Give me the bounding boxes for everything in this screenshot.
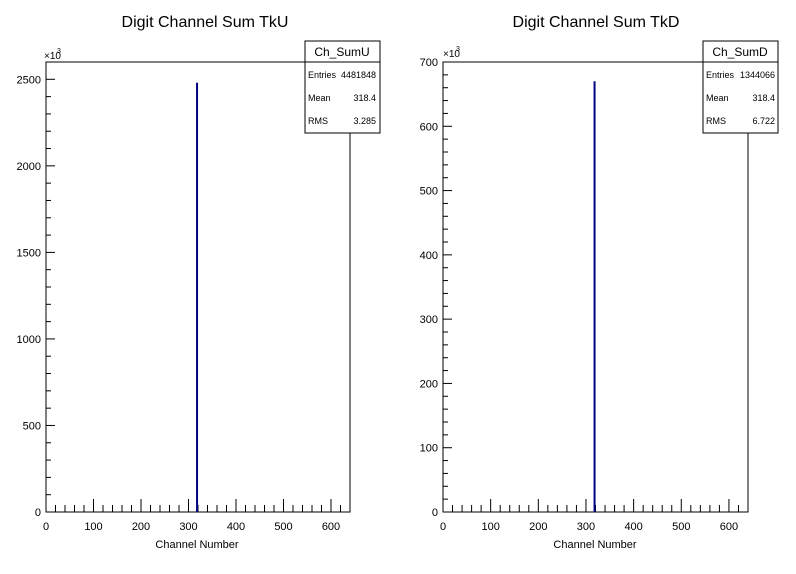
x-tick-label: 400 [227,521,245,533]
stats-entries-value: 1344066 [740,70,775,80]
stats-mean-value: 318.4 [353,93,376,103]
multiplier-power: 3 [57,48,61,55]
stats-mean-value: 318.4 [752,93,775,103]
multiplier-power: 3 [456,46,460,53]
y-tick-label: 2000 [17,161,41,173]
x-tick-label: 400 [624,521,642,533]
y-axis-multiplier: ×10 3 [44,48,61,62]
y-axis-multiplier: ×10 3 [443,46,460,60]
y-axis: 0 100 200 300 400 500 600 700 [420,57,452,519]
y-axis: 0 500 1000 1500 2000 2500 [17,61,55,519]
stats-box-frame [304,40,381,134]
y-tick-label: 0 [432,507,438,519]
y-tick-label: 100 [420,443,438,455]
x-tick-label: 500 [274,521,292,533]
x-tick-label: 0 [43,521,49,533]
stats-mean-label: Mean [706,93,729,103]
x-tick-label: 600 [720,521,738,533]
y-tick-label: 0 [35,507,41,519]
y-tick-label: 500 [420,186,438,198]
y-tick-label: 300 [420,314,438,326]
y-tick-label: 200 [420,378,438,390]
multiplier-base: ×10 [443,49,460,60]
y-tick-label: 400 [420,250,438,262]
multiplier-base: ×10 [44,51,61,62]
y-tick-label: 2500 [17,74,41,86]
stats-mean-label: Mean [308,93,331,103]
x-tick-label: 300 [179,521,197,533]
stats-box: Ch_SumD Entries 1344066 Mean 318.4 RMS 6… [702,40,779,134]
x-tick-label: 0 [440,521,446,533]
y-tick-label: 1500 [17,247,41,259]
x-tick-label: 200 [132,521,150,533]
stats-rms-value: 6.722 [752,116,775,126]
stats-name: Ch_SumU [314,45,369,59]
stats-entries-label: Entries [308,70,337,80]
x-tick-label: 300 [577,521,595,533]
stats-rms-value: 3.285 [353,116,376,126]
chart-title: Digit Channel Sum TkU [122,14,289,31]
x-axis-title: Channel Number [553,539,636,551]
x-axis-title: Channel Number [155,539,238,551]
panel-left: Digit Channel Sum TkU 0 100 200 300 400 500 60… [17,14,381,551]
x-tick-label: 100 [481,521,499,533]
y-tick-label: 700 [420,57,438,69]
stats-box: Ch_SumU Entries 4481848 Mean 318.4 RMS 3… [304,40,381,134]
stats-name: Ch_SumD [712,45,768,59]
stats-rms-label: RMS [308,116,328,126]
stats-box-frame [702,40,779,134]
x-axis: 0 100 200 300 400 500 600 [440,499,749,533]
stats-entries-value: 4481848 [341,70,376,80]
x-tick-label: 200 [529,521,547,533]
stats-entries-label: Entries [706,70,735,80]
y-tick-label: 1000 [17,334,41,346]
x-tick-label: 500 [672,521,690,533]
y-tick-label: 600 [420,121,438,133]
y-tick-label: 500 [23,420,41,432]
x-axis: 0 100 200 300 400 500 600 [43,499,351,533]
stats-rms-label: RMS [706,116,726,126]
chart-title: Digit Channel Sum TkD [513,14,680,31]
panel-right: Digit Channel Sum TkD 0 100 200 300 400 500 60… [420,14,779,551]
x-tick-label: 100 [84,521,102,533]
x-tick-label: 600 [322,521,340,533]
